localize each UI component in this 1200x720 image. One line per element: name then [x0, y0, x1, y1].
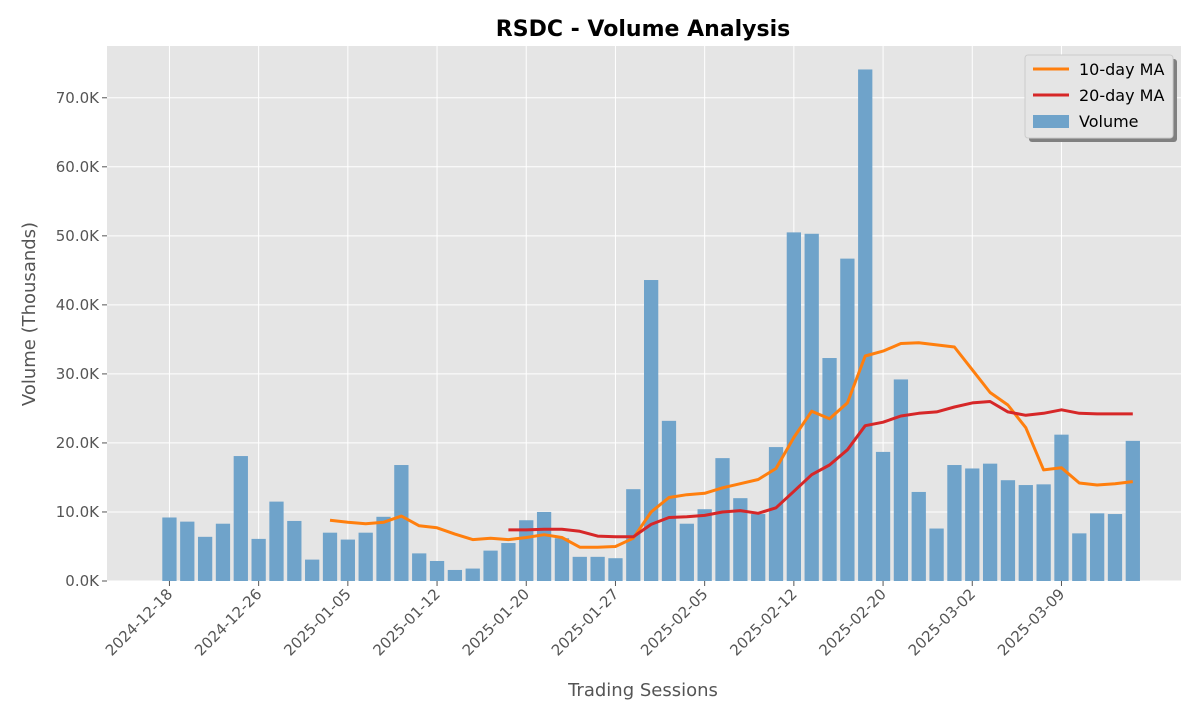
volume-bar — [447, 569, 463, 581]
volume-bar — [394, 465, 409, 581]
volume-bar — [180, 521, 195, 581]
volume-bar — [233, 456, 248, 581]
volume-bar — [536, 511, 552, 581]
volume-bar — [679, 523, 694, 581]
y-tick-label: 70.0K — [56, 89, 100, 107]
volume-bar — [875, 451, 891, 581]
volume-bar — [1054, 434, 1069, 581]
ma-20-day-line — [508, 400, 1133, 539]
volume-bar — [1072, 533, 1087, 581]
y-tick-label: 20.0K — [56, 434, 100, 452]
volume-bar — [269, 501, 284, 581]
legend-swatch-volume — [1033, 115, 1069, 128]
volume-bar — [644, 280, 659, 581]
chart-title: RSDC - Volume Analysis — [496, 17, 790, 42]
volume-bar — [929, 528, 944, 581]
volume-bar — [786, 232, 801, 582]
volume-bar — [1000, 480, 1016, 581]
volume-bar — [715, 458, 730, 581]
volume-bar — [162, 517, 177, 581]
volume-bar — [465, 568, 480, 581]
volume-bar — [661, 420, 677, 581]
y-axis-label: Volume (Thousands) — [19, 222, 40, 406]
moving-average-lines — [329, 341, 1133, 549]
volume-bar — [858, 69, 873, 581]
volume-bar — [305, 559, 320, 581]
volume-bar — [197, 536, 213, 581]
volume-bar — [893, 379, 909, 581]
volume-bar — [822, 358, 837, 581]
volume-bars — [162, 69, 1140, 582]
volume-bar — [554, 538, 570, 581]
volume-bar — [733, 498, 748, 581]
volume-bar — [965, 468, 980, 581]
volume-bar — [947, 465, 962, 581]
y-tick-label: 30.0K — [56, 365, 100, 383]
volume-bar — [1107, 514, 1123, 581]
legend-label-10-day-ma: 10-day MA — [1079, 60, 1164, 79]
legend-label-volume: Volume — [1079, 112, 1139, 131]
volume-bar — [358, 532, 373, 581]
volume-bar — [1036, 484, 1051, 581]
y-tick-label: 0.0K — [65, 572, 100, 590]
volume-bar — [840, 258, 855, 581]
volume-bar — [751, 514, 766, 581]
legend: 10-day MA 20-day MA Volume — [1024, 54, 1177, 142]
volume-bar — [501, 543, 516, 581]
volume-bar — [590, 556, 605, 581]
volume-bar — [251, 538, 266, 581]
volume-bar — [768, 447, 784, 581]
volume-bar — [1125, 440, 1140, 581]
y-tick-label: 60.0K — [56, 158, 100, 176]
volume-bar — [804, 233, 819, 581]
volume-bar — [429, 560, 445, 581]
volume-bar — [340, 539, 355, 581]
legend-label-20-day-ma: 20-day MA — [1079, 86, 1164, 105]
volume-bar — [287, 520, 302, 581]
y-axis-ticks: 0.0K 10.0K 20.0K 30.0K 40.0K 50.0K 60.0K 70.0K — [56, 89, 107, 590]
volume-bar — [911, 491, 926, 581]
volume-bar — [1018, 485, 1033, 581]
y-tick-label: 40.0K — [56, 296, 100, 314]
y-tick-label: 50.0K — [56, 227, 100, 245]
volume-bar — [412, 553, 427, 581]
volume-bar — [697, 509, 712, 581]
volume-bar — [483, 550, 498, 581]
volume-bar — [215, 523, 231, 581]
y-tick-label: 10.0K — [56, 503, 100, 521]
ma-10-day-line — [329, 341, 1133, 549]
x-axis-label: Trading Sessions — [567, 680, 718, 701]
volume-bar — [982, 463, 998, 581]
volume-bar — [572, 556, 587, 581]
volume-bar — [376, 516, 391, 581]
volume-bar — [322, 532, 338, 581]
volume-bar — [1090, 513, 1105, 581]
volume-bar — [608, 558, 623, 581]
